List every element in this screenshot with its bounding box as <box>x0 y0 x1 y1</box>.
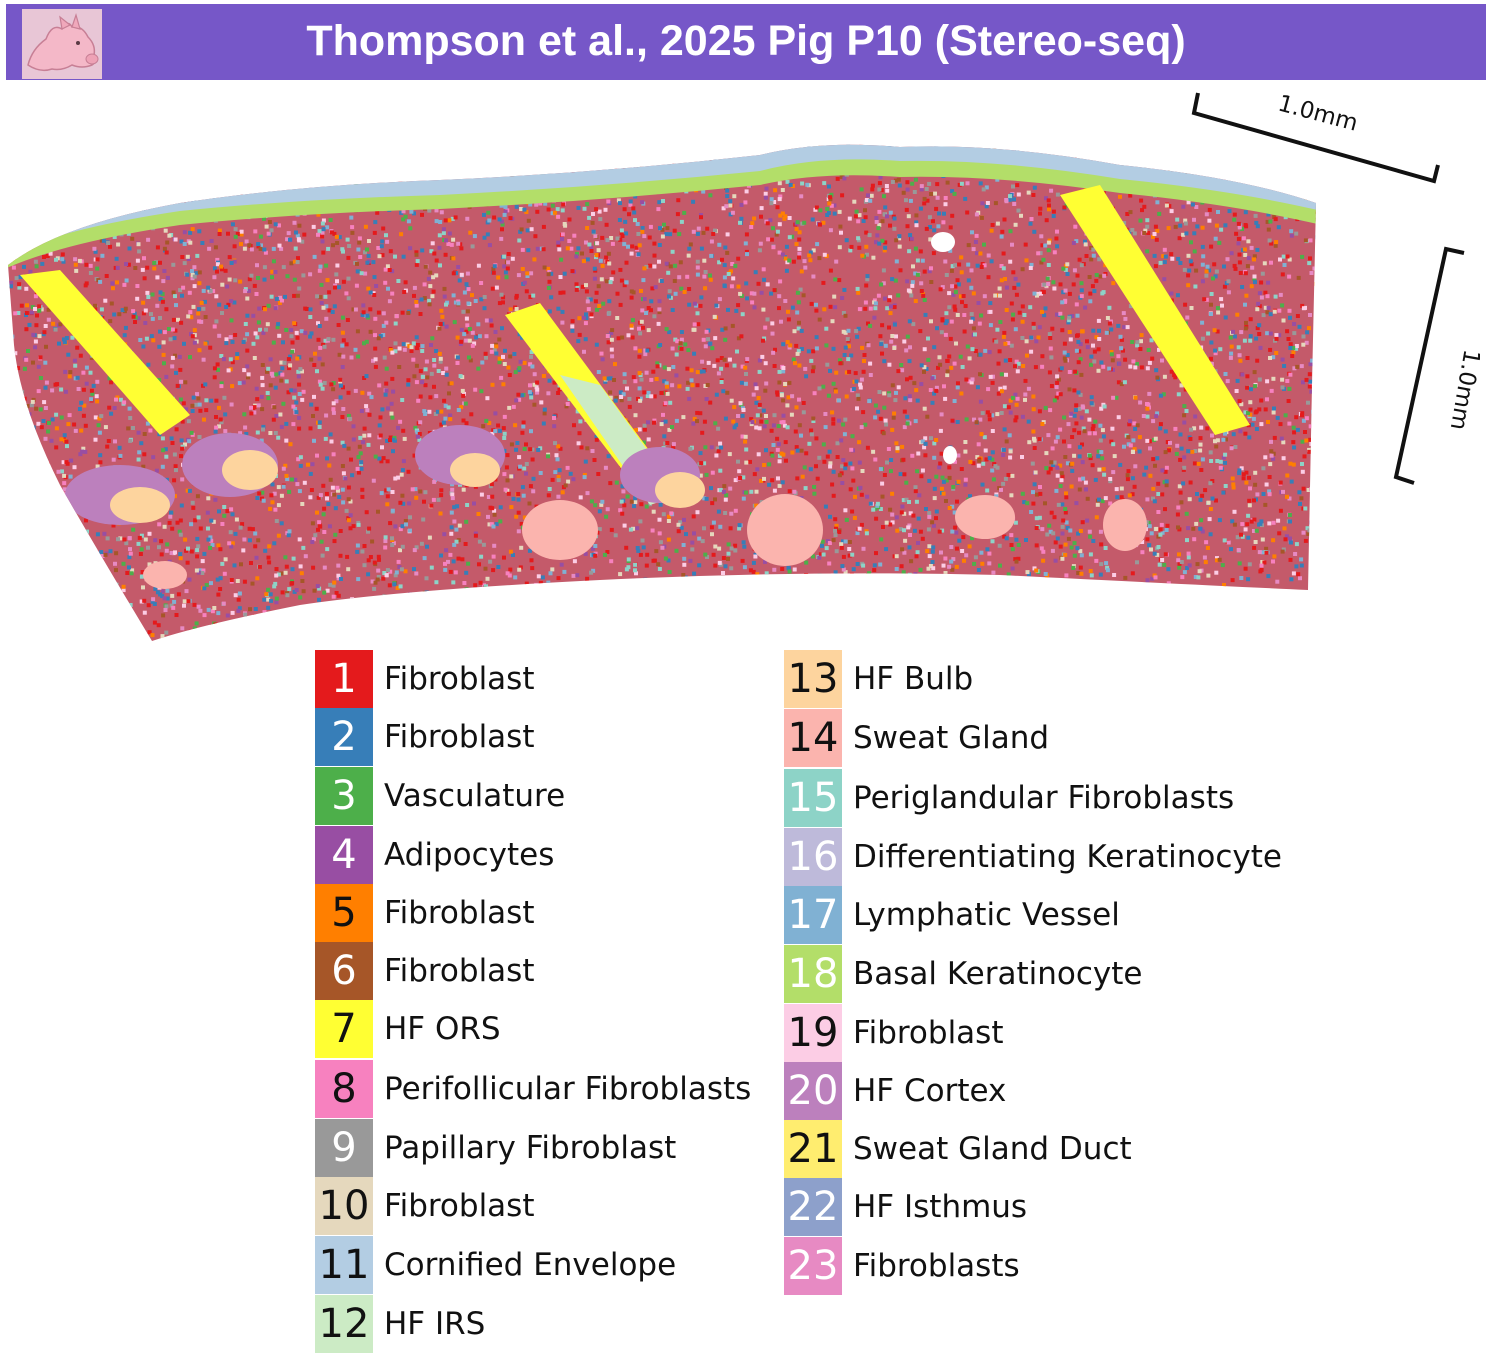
legend-swatch: 2 <box>315 708 373 766</box>
legend-item: 22 HF Isthmus <box>784 1178 1284 1236</box>
legend-item: 23 Fibroblasts <box>784 1237 1284 1295</box>
legend-label: Adipocytes <box>384 837 555 873</box>
legend-item: 5 Fibroblast <box>315 884 755 942</box>
legend-label: Fibroblast <box>384 953 535 989</box>
legend-swatch: 17 <box>784 886 842 944</box>
legend-label: Sweat Gland Duct <box>853 1131 1132 1167</box>
legend-item: 8 Perifollicular Fibroblasts <box>315 1060 755 1118</box>
legend-swatch: 21 <box>784 1120 842 1178</box>
legend-label: Fibroblast <box>384 895 535 931</box>
spatial-tissue-map <box>8 144 1316 641</box>
horizontal-scale-label: 1.0mm <box>1275 91 1360 137</box>
legend-label: Fibroblast <box>384 1188 535 1224</box>
legend-item: 14 Sweat Gland <box>784 709 1284 767</box>
legend-swatch: 23 <box>784 1237 842 1295</box>
legend-swatch: 3 <box>315 767 373 825</box>
legend-swatch: 10 <box>315 1177 373 1235</box>
scale-bars: 1.0mm 1.0mm <box>1191 91 1480 485</box>
vertical-scale-label: 1.0mm <box>1445 347 1480 432</box>
legend-label: Basal Keratinocyte <box>853 956 1143 992</box>
legend-swatch: 4 <box>315 826 373 884</box>
legend-item: 11 Cornified Envelope <box>315 1236 755 1294</box>
legend-item: 2 Fibroblast <box>315 708 755 766</box>
legend-swatch: 12 <box>315 1295 373 1353</box>
legend-label: Cornified Envelope <box>384 1247 677 1283</box>
legend-item: 12 HF IRS <box>315 1295 755 1353</box>
legend-item: 17 Lymphatic Vessel <box>784 886 1284 944</box>
legend-label: Differentiating Keratinocyte <box>853 839 1283 875</box>
legend-label: Fibroblast <box>384 661 535 697</box>
legend-label: Periglandular Fibroblasts <box>853 780 1235 816</box>
legend-label: HF Isthmus <box>853 1189 1028 1225</box>
vertical-scale-bar: 1.0mm <box>1393 246 1480 485</box>
legend-item: 1 Fibroblast <box>315 650 755 708</box>
legend-swatch: 6 <box>315 942 373 1000</box>
legend-label: Fibroblast <box>853 1015 1004 1051</box>
legend-item: 6 Fibroblast <box>315 942 755 1000</box>
legend-swatch: 18 <box>784 945 842 1003</box>
legend-label: Fibroblast <box>384 719 535 755</box>
legend-item: 10 Fibroblast <box>315 1177 755 1235</box>
legend-item: 16 Differentiating Keratinocyte <box>784 828 1284 886</box>
legend-swatch: 13 <box>784 650 842 708</box>
legend-swatch: 15 <box>784 769 842 827</box>
pig-icon <box>22 9 102 79</box>
legend-label: HF IRS <box>384 1306 486 1342</box>
legend-label: Lymphatic Vessel <box>853 897 1120 933</box>
legend-swatch: 7 <box>315 1000 373 1058</box>
title-banner: Thompson et al., 2025 Pig P10 (Stereo-se… <box>6 4 1486 80</box>
legend-swatch: 5 <box>315 884 373 942</box>
legend-label: Sweat Gland <box>853 720 1050 756</box>
legend-item: 3 Vasculature <box>315 767 755 825</box>
legend-label: HF ORS <box>384 1011 501 1047</box>
legend-swatch: 22 <box>784 1178 842 1236</box>
legend-swatch: 14 <box>784 709 842 767</box>
legend-swatch: 1 <box>315 650 373 708</box>
legend-swatch: 19 <box>784 1004 842 1062</box>
legend-item: 21 Sweat Gland Duct <box>784 1120 1284 1178</box>
legend-swatch: 20 <box>784 1062 842 1120</box>
legend-item: 4 Adipocytes <box>315 826 755 884</box>
legend-label: Fibroblasts <box>853 1248 1020 1284</box>
legend-item: 7 HF ORS <box>315 1000 755 1058</box>
horizontal-scale-bar: 1.0mm <box>1191 91 1440 184</box>
legend-label: Papillary Fibroblast <box>384 1130 677 1166</box>
legend-swatch: 11 <box>315 1236 373 1294</box>
page-title: Thompson et al., 2025 Pig P10 (Stereo-se… <box>306 17 1186 65</box>
legend-swatch: 16 <box>784 828 842 886</box>
legend-item: 15 Periglandular Fibroblasts <box>784 769 1284 827</box>
legend-label: Vasculature <box>384 778 566 814</box>
legend-item: 18 Basal Keratinocyte <box>784 945 1284 1003</box>
legend-label: HF Bulb <box>853 661 974 697</box>
legend-swatch: 8 <box>315 1060 373 1118</box>
legend-label: Perifollicular Fibroblasts <box>384 1071 752 1107</box>
legend-item: 20 HF Cortex <box>784 1062 1284 1120</box>
legend-item: 19 Fibroblast <box>784 1004 1284 1062</box>
legend-swatch: 9 <box>315 1119 373 1177</box>
legend-label: HF Cortex <box>853 1073 1007 1109</box>
legend-item: 13 HF Bulb <box>784 650 1284 708</box>
legend-item: 9 Papillary Fibroblast <box>315 1119 755 1177</box>
